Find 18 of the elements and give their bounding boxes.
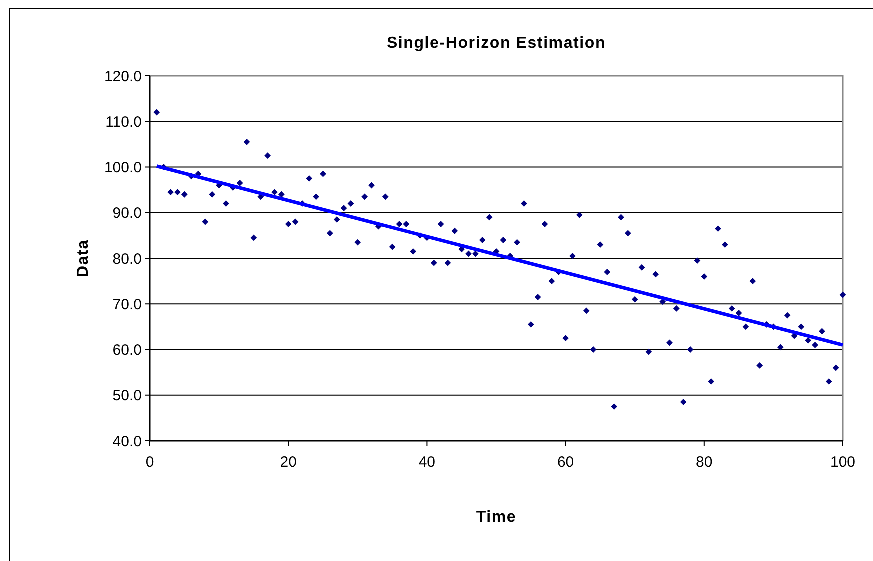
y-tick-label: 110.0 xyxy=(106,114,142,131)
x-tick-label: 0 xyxy=(146,454,154,471)
y-tick-label: 80.0 xyxy=(112,250,142,268)
x-tick-label: 60 xyxy=(557,454,574,471)
y-axis-title: Data xyxy=(75,240,92,278)
y-tick-label: 120.0 xyxy=(104,68,142,86)
x-tick-label: 40 xyxy=(418,454,436,471)
y-tick-label: 90.0 xyxy=(112,205,142,222)
x-tick-label: 20 xyxy=(280,454,297,471)
y-tick-label: 70.0 xyxy=(112,296,142,314)
x-tick-label: 100 xyxy=(830,454,856,471)
x-tick-label: 80 xyxy=(696,454,713,471)
x-axis-title: Time xyxy=(476,509,517,526)
y-tick-label: 50.0 xyxy=(112,388,142,405)
y-tick-label: 100.0 xyxy=(104,160,142,176)
y-tick-label: 40.0 xyxy=(112,433,142,450)
y-tick-label: 60.0 xyxy=(112,342,142,359)
chart-title: Single-Horizon Estimation xyxy=(386,35,606,52)
